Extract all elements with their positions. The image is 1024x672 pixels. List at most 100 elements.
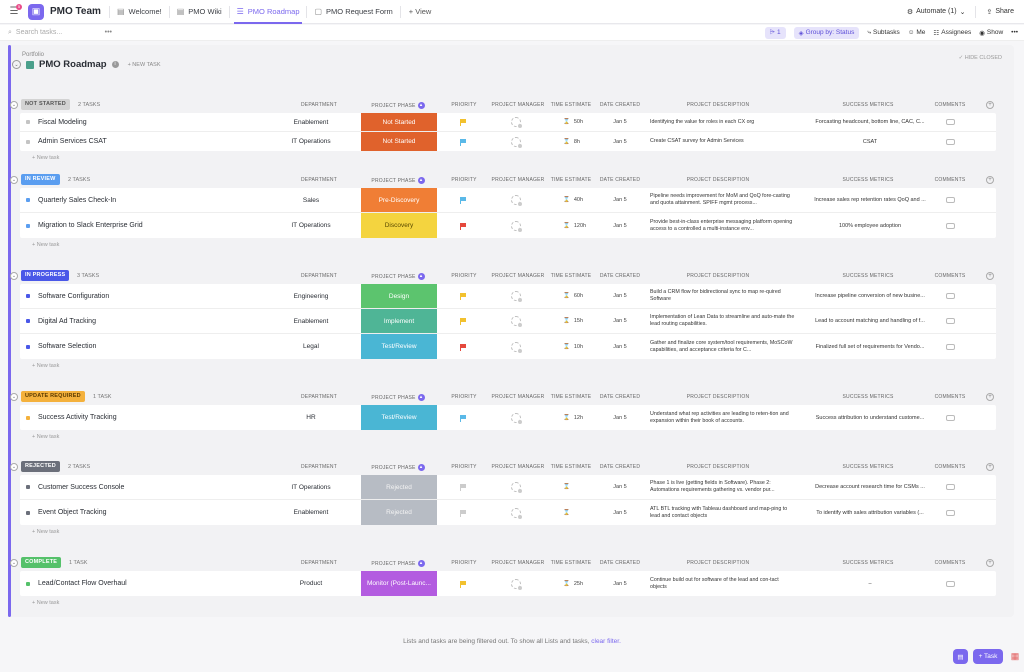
tab-welcome[interactable]: ▤ Welcome! [110, 0, 169, 24]
priority-flag-icon[interactable] [460, 414, 466, 422]
sort-icon[interactable]: ▴ [417, 464, 425, 471]
department-cell[interactable]: Sales [302, 196, 320, 204]
column-header-time[interactable]: TIME ESTIMATE [549, 394, 593, 400]
space-logo-icon[interactable]: ▣ [28, 3, 44, 20]
time-estimate-cell[interactable]: ⌛ 50h [563, 113, 583, 131]
collapse-icon[interactable]: ⌄ [12, 60, 21, 69]
filter-button[interactable]: ⩥ 1 [764, 26, 786, 39]
description-cell[interactable]: Implementation of Lean Data to streamlin… [650, 314, 795, 327]
priority-flag-icon[interactable] [460, 484, 466, 491]
info-icon[interactable]: i [111, 61, 119, 68]
add-column-icon[interactable]: + [986, 176, 994, 184]
column-header-phase[interactable]: PROJECT PHASE ▴ [348, 102, 448, 109]
sort-icon[interactable]: ▴ [417, 177, 425, 184]
phase-cell[interactable]: Rejected [361, 475, 437, 499]
task-name[interactable]: Admin Services CSAT [38, 138, 107, 145]
status-badge[interactable]: REJECTED [21, 461, 60, 472]
phase-cell[interactable]: Monitor (Post-Launc... [361, 571, 437, 596]
column-header-manager[interactable]: PROJECT MANAGER [488, 394, 548, 400]
column-header-metrics[interactable]: SUCCESS METRICS [798, 102, 938, 108]
hide-closed-button[interactable]: ✓ HIDE CLOSED [959, 55, 1002, 61]
column-header-time[interactable]: TIME ESTIMATE [549, 273, 593, 279]
column-header-comments[interactable]: COMMENTS [928, 560, 972, 566]
table-row[interactable]: Digital Ad Tracking Enablement Implement ⌛ 1… [20, 309, 996, 334]
sort-icon[interactable]: ▴ [417, 102, 425, 109]
status-badge[interactable]: IN REVIEW [21, 174, 60, 185]
comment-icon[interactable] [946, 484, 955, 490]
priority-flag-icon[interactable] [460, 197, 466, 204]
description-cell[interactable]: Pipeline needs improvement for MoM and Q… [650, 193, 790, 206]
new-task-button[interactable]: + New task [32, 600, 60, 606]
description-cell[interactable]: Continue build out for software of the l… [650, 576, 779, 590]
status-square-icon[interactable] [26, 415, 30, 420]
comment-icon[interactable] [946, 343, 955, 350]
column-header-phase[interactable]: PROJECT PHASE ▴ [348, 560, 448, 567]
priority-flag-icon[interactable] [460, 293, 466, 300]
success-metric-cell[interactable]: To identify with sales attribution varia… [816, 509, 924, 516]
comment-icon[interactable] [946, 197, 955, 203]
priority-flag-icon[interactable] [460, 138, 466, 146]
comment-icon[interactable] [946, 222, 955, 229]
column-header-comments[interactable]: COMMENTS [928, 102, 972, 108]
column-header-comments[interactable]: COMMENTS [928, 177, 972, 183]
priority-flag-icon[interactable] [460, 222, 466, 230]
column-header-priority[interactable]: PRIORITY [444, 177, 484, 183]
phase-cell[interactable]: Not Started [361, 132, 437, 151]
column-header-department[interactable]: DEPARTMENT [274, 177, 364, 183]
time-estimate-cell[interactable]: ⌛ [563, 500, 574, 525]
column-header-department[interactable]: DEPARTMENT [274, 273, 364, 279]
add-assignee-icon[interactable] [511, 136, 522, 148]
task-name[interactable]: Digital Ad Tracking [38, 317, 96, 325]
column-header-phase[interactable]: PROJECT PHASE ▴ [348, 464, 448, 471]
phase-cell[interactable]: Implement [361, 309, 437, 333]
success-metric-cell[interactable]: Success attribution to understand custom… [815, 414, 925, 421]
status-badge[interactable]: IN PROGRESS [21, 270, 70, 281]
phase-cell[interactable]: Test/Review [361, 405, 437, 430]
table-row[interactable]: Fiscal Modeling Enablement Not Started ⌛ 50h… [20, 113, 996, 132]
time-estimate-cell[interactable]: ⌛ 8h [563, 132, 580, 151]
status-square-icon[interactable] [26, 223, 30, 228]
column-header-time[interactable]: TIME ESTIMATE [549, 177, 593, 183]
time-estimate-cell[interactable]: ⌛ 120h [563, 213, 586, 238]
add-assignee-icon[interactable] [511, 507, 522, 519]
new-task-button[interactable]: + New task [32, 529, 60, 535]
collapse-group-icon[interactable]: ⌄ [10, 393, 18, 401]
column-header-priority[interactable]: PRIORITY [444, 273, 484, 279]
column-header-comments[interactable]: COMMENTS [928, 394, 972, 400]
column-header-comments[interactable]: COMMENTS [928, 464, 972, 470]
table-row[interactable]: Software Configuration Engineering Design ⌛… [20, 284, 996, 309]
apps-icon[interactable]: ▦ [1010, 651, 1020, 661]
department-cell[interactable]: Engineering [293, 292, 329, 300]
task-name[interactable]: Migration to Slack Enterprise Grid [38, 222, 143, 229]
success-metric-cell[interactable]: Increase pipeline conversion of new busi… [815, 293, 925, 299]
description-cell[interactable]: Phase 1 is live (getting fields in Softw… [650, 480, 775, 493]
description-cell[interactable]: Gather and finalize core system/tool req… [650, 339, 793, 353]
success-metric-cell[interactable]: – [868, 580, 872, 587]
add-assignee-icon[interactable] [511, 341, 522, 353]
success-metric-cell[interactable]: Lead to account matching and handling of… [815, 318, 925, 324]
menu-icon[interactable]: ☰ 5 [9, 3, 22, 17]
share-button[interactable]: ⇪ Share [982, 6, 1018, 18]
status-square-icon[interactable] [26, 510, 30, 515]
priority-flag-icon[interactable] [460, 119, 466, 126]
column-header-department[interactable]: DEPARTMENT [274, 560, 364, 566]
automate-button[interactable]: ⚙ Automate (1) ⌄ [903, 6, 970, 18]
column-header-date[interactable]: DATE CREATED [598, 177, 642, 183]
tab-pmo-roadmap[interactable]: ☰ PMO Roadmap [230, 0, 307, 24]
column-header-manager[interactable]: PROJECT MANAGER [488, 177, 548, 183]
column-header-department[interactable]: DEPARTMENT [274, 464, 364, 470]
comment-icon[interactable] [946, 414, 955, 421]
department-cell[interactable]: Enablement [293, 317, 329, 325]
column-header-manager[interactable]: PROJECT MANAGER [488, 464, 548, 470]
add-assignee-icon[interactable] [511, 220, 522, 232]
time-estimate-cell[interactable]: ⌛ 60h [563, 284, 583, 308]
comment-icon[interactable] [946, 580, 955, 587]
column-header-metrics[interactable]: SUCCESS METRICS [798, 177, 938, 183]
table-row[interactable]: Lead/Contact Flow Overhaul Product Monitor… [20, 571, 996, 596]
time-estimate-cell[interactable]: ⌛ 25h [563, 571, 583, 596]
add-assignee-icon[interactable] [511, 291, 522, 302]
table-row[interactable]: Software Selection Legal Test/Review ⌛ 10h Ja… [20, 334, 996, 359]
task-name[interactable]: Fiscal Modeling [38, 118, 87, 126]
status-square-icon[interactable] [26, 581, 30, 586]
add-view-button[interactable]: + View [408, 7, 432, 16]
